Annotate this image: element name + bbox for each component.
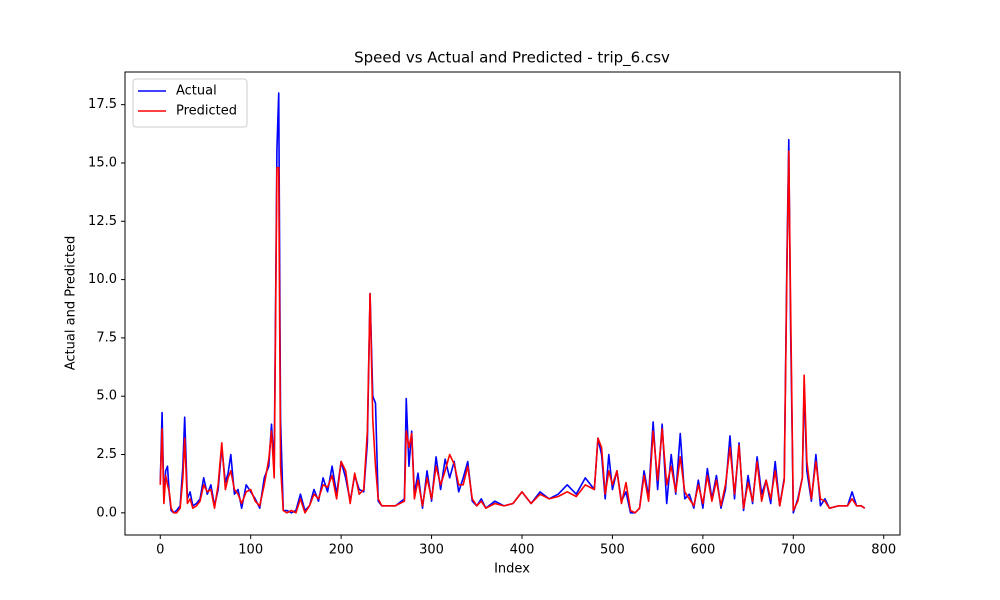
line-series — [159, 92, 866, 514]
y-tick-label: 15.0 — [88, 155, 117, 170]
y-tick-label: 10.0 — [88, 272, 117, 287]
line-series — [159, 150, 866, 514]
x-tick-label: 700 — [781, 543, 806, 558]
x-tick-label: 600 — [690, 543, 715, 558]
x-tick-label: 100 — [238, 543, 263, 558]
x-axis-label: Index — [494, 562, 530, 577]
y-tick-label: 7.5 — [96, 330, 117, 345]
x-tick-label: 200 — [329, 543, 354, 558]
x-tick-label: 400 — [510, 543, 535, 558]
y-tick-label: 0.0 — [96, 505, 117, 520]
plot-frame — [124, 71, 901, 536]
chart-title: Speed vs Actual and Predicted - trip_6.c… — [354, 49, 670, 68]
x-tick-label: 500 — [600, 543, 625, 558]
x-tick-label: 300 — [419, 543, 444, 558]
y-tick-label: 2.5 — [96, 447, 117, 462]
y-axis-label: Actual and Predicted — [64, 236, 79, 370]
x-tick-label: 800 — [871, 543, 896, 558]
y-tick-label: 17.5 — [88, 97, 117, 112]
legend-label: Actual — [176, 84, 217, 99]
x-tick-label: 0 — [156, 543, 164, 558]
y-tick-label: 5.0 — [96, 389, 117, 404]
legend-label: Predicted — [176, 104, 237, 119]
y-tick-label: 12.5 — [88, 214, 117, 229]
